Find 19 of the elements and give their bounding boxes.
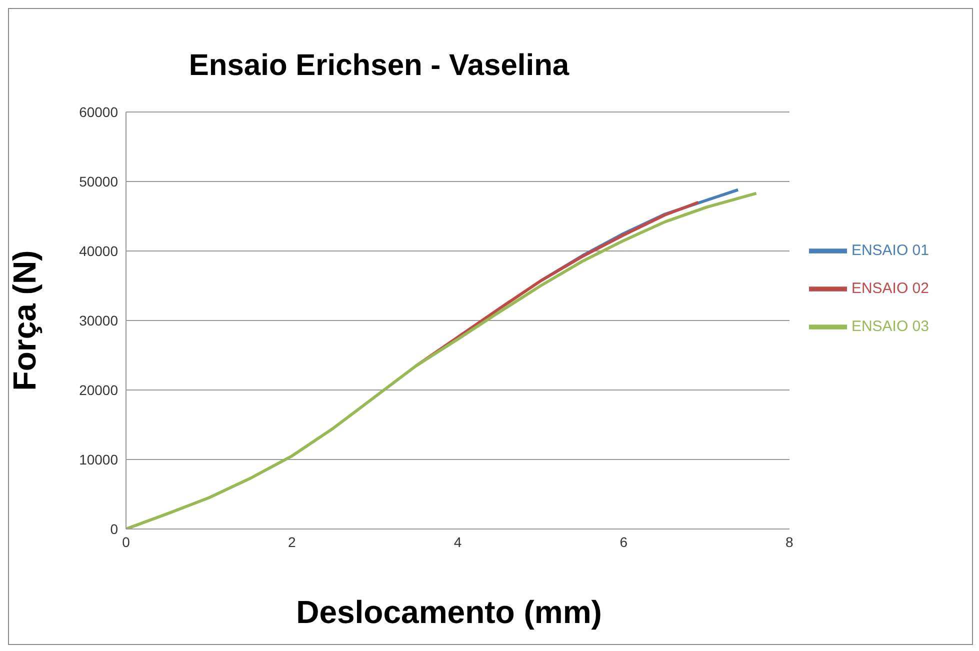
x-tick-label: 0 <box>122 534 130 550</box>
y-tick-label: 30000 <box>79 312 118 328</box>
line-series <box>126 192 758 529</box>
y-tick-label: 40000 <box>79 242 118 259</box>
x-tick-label: 4 <box>454 534 462 550</box>
y-tick-label: 60000 <box>79 104 118 120</box>
legend-label: ENSAIO 02 <box>851 280 929 297</box>
y-tick-label: 10000 <box>79 451 118 468</box>
y-tick-label: 20000 <box>79 382 118 398</box>
x-tick-label: 6 <box>620 534 628 550</box>
legend-label: ENSAIO 01 <box>851 242 929 259</box>
y-axis-title: Força (N) <box>6 250 42 391</box>
y-tick-label: 0 <box>110 520 118 537</box>
x-axis-title: Deslocamento (mm) <box>295 594 603 631</box>
y-tick-label: 50000 <box>79 173 118 190</box>
legend-label: ENSAIO 03 <box>851 318 929 335</box>
x-tick-label: 8 <box>786 534 794 550</box>
x-tick-label: 2 <box>288 534 296 550</box>
chart-title: Ensaio Erichsen - Vaselina <box>188 49 570 83</box>
